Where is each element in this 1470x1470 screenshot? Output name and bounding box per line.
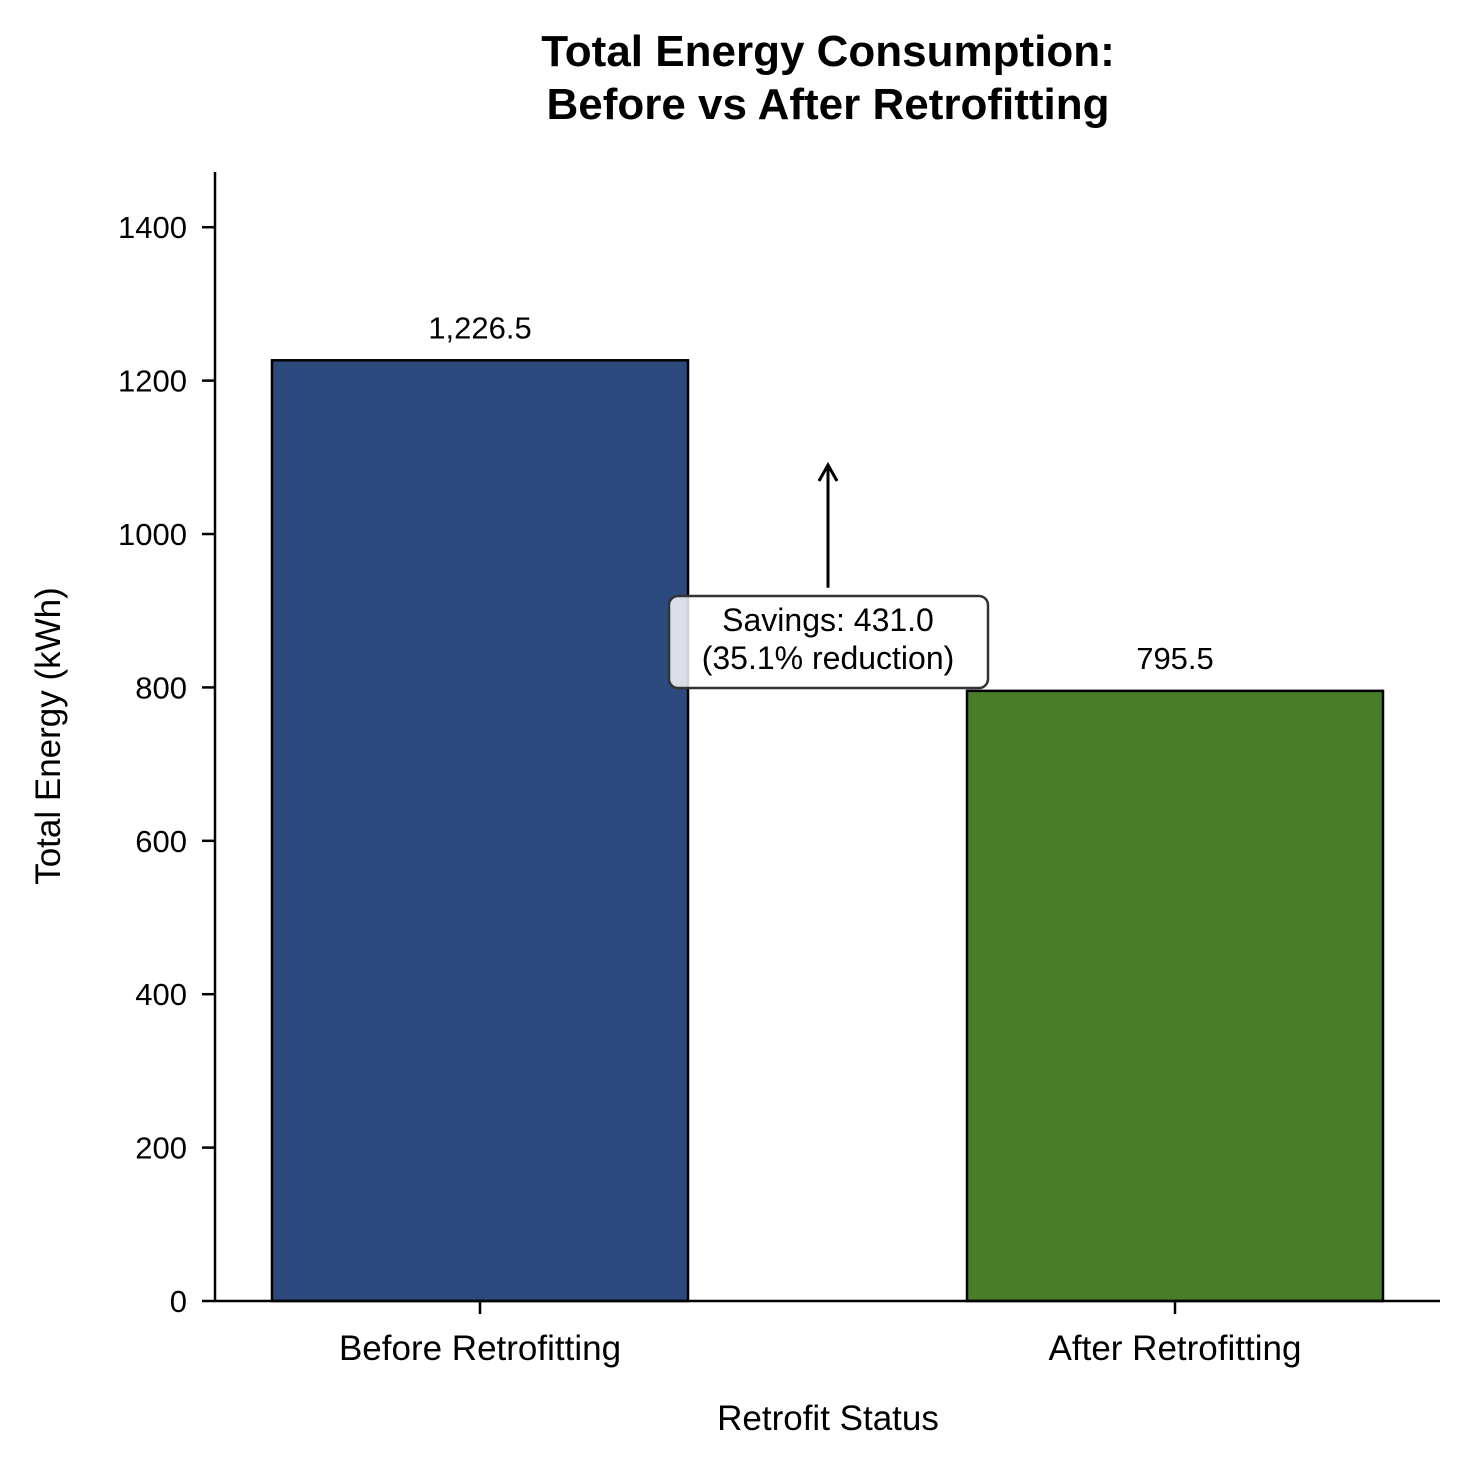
savings-annotation: Savings: 431.0(35.1% reduction) — [667, 461, 990, 690]
savings-arrow-head — [817, 461, 839, 482]
value-labels: 1,226.5 795.5 — [428, 310, 1214, 676]
bar-before-retrofitting — [270, 359, 690, 1303]
y-tick-label: 600 — [135, 824, 187, 859]
savings-annotation-box — [667, 594, 990, 690]
savings-annotation-line: Savings: 431.0 — [722, 602, 934, 638]
axes: 0 200 400 600 800 1000 1200 1400 Before Retrofit… — [118, 172, 1440, 1368]
savings-annotation-line: (35.1% reduction) — [702, 640, 955, 676]
x-axis-label: Retrofit Status — [717, 1399, 939, 1438]
bar-value-label: 795.5 — [1136, 641, 1214, 676]
x-tick-label: Before Retrofitting — [339, 1329, 621, 1368]
chart-title-line-1: Total Energy Consumption: — [541, 27, 1115, 76]
bar-after-retrofitting — [965, 689, 1385, 1303]
bars — [270, 359, 1385, 1303]
y-tick-label: 1400 — [118, 210, 187, 245]
y-tick-label: 400 — [135, 977, 187, 1012]
y-tick-label: 0 — [170, 1284, 187, 1319]
y-tick-label: 200 — [135, 1131, 187, 1166]
y-tick-label: 800 — [135, 670, 187, 705]
y-tick-label: 1000 — [118, 517, 187, 552]
x-tick-label: After Retrofitting — [1049, 1329, 1302, 1368]
chart-title: Total Energy Consumption: Before vs Afte… — [541, 27, 1115, 129]
chart-title-line-2: Before vs After Retrofitting — [546, 80, 1109, 129]
y-tick-label: 1200 — [118, 364, 187, 399]
y-axis-label: Total Energy (kWh) — [29, 587, 68, 885]
bar-value-label: 1,226.5 — [428, 310, 531, 345]
